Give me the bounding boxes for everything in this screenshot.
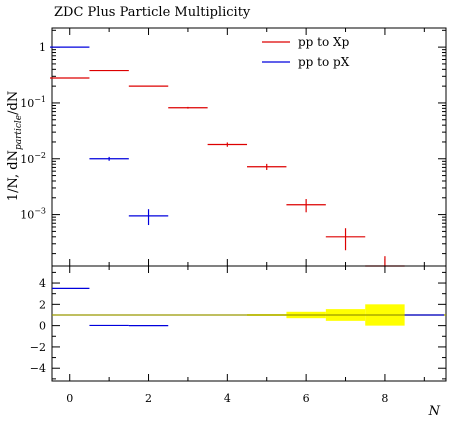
main-panel-frame — [51, 27, 447, 267]
y-axis-label-subscript: particle — [14, 115, 24, 150]
main-panel: 110−110−210−3 pp to Xp pp to pX 1/N, dNp… — [6, 27, 447, 267]
y-tick-label-base: 10 — [20, 97, 34, 110]
main-marks — [50, 46, 405, 267]
x-tick-label: 4 — [224, 392, 231, 405]
ratio-y-tick-label: 2 — [39, 298, 46, 311]
y-tick-label: 10−2 — [20, 151, 46, 166]
legend-label-pp-to-xp: pp to Xp — [298, 35, 350, 49]
x-tick-label: 0 — [66, 392, 73, 405]
ratio-ticks: 4 2 0 −2 −4 — [30, 266, 446, 381]
chart-title: ZDC Plus Particle Multiplicity — [54, 5, 251, 20]
y-axis-label: 1/N, dNparticle/dN — [6, 91, 24, 201]
x-axis-label: N — [428, 404, 441, 419]
ratio-y-tick-label: −4 — [30, 362, 46, 375]
y-tick-label: 1 — [39, 41, 46, 54]
y-axis-label-suffix: /dN — [6, 91, 21, 115]
legend-label-pp-to-px: pp to pX — [298, 55, 350, 69]
x-tick-label: 6 — [303, 392, 310, 405]
y-tick-label: 10−3 — [20, 207, 46, 222]
y-axis-label-prefix: 1/N, dN — [6, 150, 21, 201]
x-tick-label: 8 — [381, 392, 388, 405]
x-tick-label: 2 — [145, 392, 152, 405]
ratio-panel: 4 2 0 −2 −4 — [30, 265, 447, 382]
legend: pp to Xp pp to pX — [262, 35, 350, 69]
y-tick-label-base: 1 — [39, 41, 46, 54]
y-tick-label-base: 10 — [20, 209, 34, 222]
x-tick-labels: 0 2 4 6 8 — [66, 392, 388, 405]
ratio-y-tick-label: 0 — [39, 320, 46, 333]
y-tick-label-exponent: −1 — [34, 95, 46, 104]
main-ticks: 110−110−210−3 — [20, 28, 446, 266]
ratio-marks — [52, 287, 446, 327]
y-tick-label-exponent: −3 — [34, 207, 46, 216]
y-tick-label: 10−1 — [20, 95, 46, 110]
y-tick-label-exponent: −2 — [34, 151, 46, 160]
ratio-y-tick-label: 4 — [39, 277, 46, 290]
y-tick-label-base: 10 — [20, 153, 34, 166]
ratio-panel-frame — [51, 265, 447, 382]
ratio-y-tick-label: −2 — [30, 341, 46, 354]
